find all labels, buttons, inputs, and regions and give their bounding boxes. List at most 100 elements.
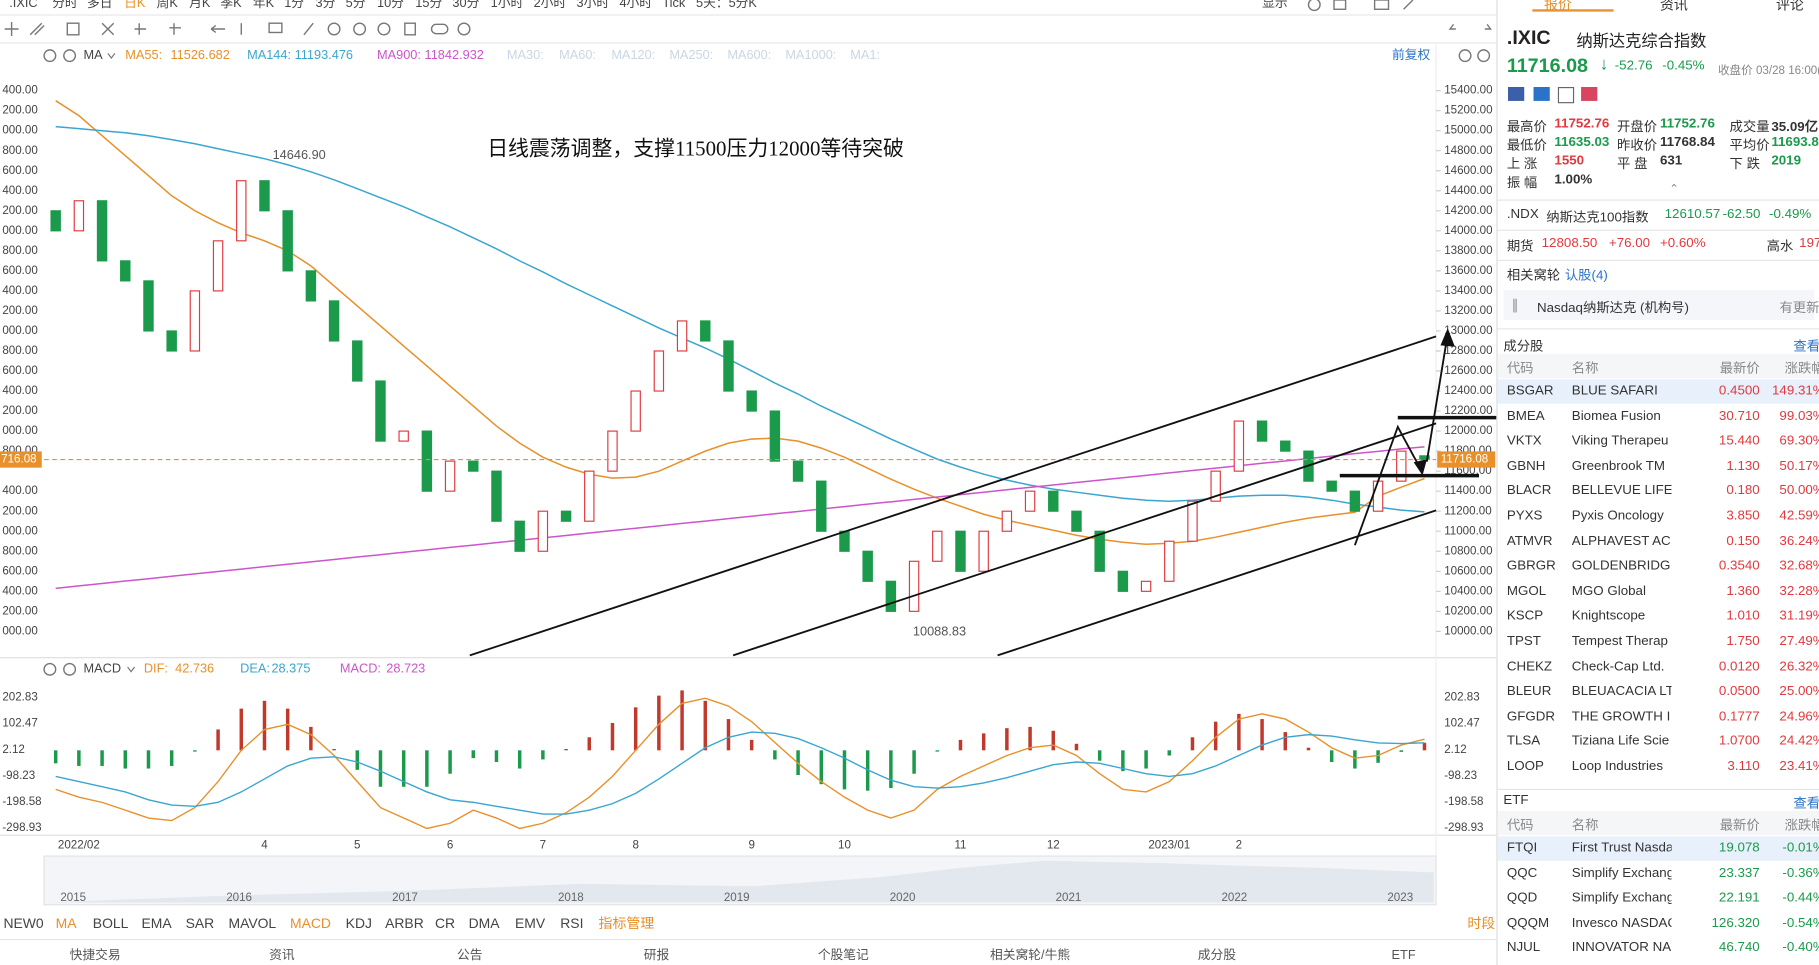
- nav-tab[interactable]: ETF: [1392, 947, 1416, 962]
- section-more[interactable]: 查看: [1793, 339, 1819, 354]
- layout-icon[interactable]: [1333, 0, 1347, 10]
- table-row[interactable]: ATMVR ALPHAVEST AC 0.150 36.24%: [1498, 530, 1819, 554]
- display-menu[interactable]: 显示: [1262, 0, 1288, 10]
- close-icon[interactable]: [63, 49, 77, 63]
- settings-icon[interactable]: [1307, 0, 1321, 12]
- inactive-ma[interactable]: MA600:: [727, 47, 771, 62]
- indicator-tab[interactable]: SAR: [186, 915, 215, 931]
- table-row[interactable]: FTQI First Trust Nasdaq 19.078 -0.01%: [1497, 836, 1819, 861]
- table-row[interactable]: BLACR BELLEVUE LIFE 0.180 50.00%: [1498, 480, 1819, 504]
- indicator-tab[interactable]: MA: [56, 915, 78, 931]
- table-row[interactable]: PYXS Pyxis Oncology 3.850 42.59%: [1498, 505, 1819, 529]
- period-tab[interactable]: 30分: [452, 0, 479, 10]
- period-tab[interactable]: 5天：5分K: [696, 0, 757, 10]
- toggle-icon[interactable]: [430, 23, 449, 35]
- nav-tab[interactable]: 快捷交易: [70, 947, 121, 962]
- inactive-ma[interactable]: MA250:: [669, 47, 713, 62]
- pen-icon[interactable]: [303, 22, 314, 36]
- panel-tab[interactable]: 资讯: [1659, 0, 1688, 13]
- period-tab[interactable]: 3分: [316, 0, 336, 10]
- favorite-icon[interactable]: [1581, 87, 1598, 101]
- indicator-tab[interactable]: RSI: [560, 915, 583, 931]
- nav-tab[interactable]: 成分股: [1198, 947, 1236, 962]
- delete-icon[interactable]: [404, 22, 416, 36]
- indicator-tab[interactable]: 指标管理: [599, 915, 655, 931]
- note-icon[interactable]: [1557, 87, 1575, 104]
- indicator-tab[interactable]: EMV: [515, 915, 546, 931]
- panel-tab[interactable]: 评论: [1775, 0, 1804, 13]
- period-tab[interactable]: 3小时: [577, 0, 610, 10]
- table-row[interactable]: GFGDR THE GROWTH I 0.1777 24.96%: [1498, 705, 1819, 729]
- indicator-name[interactable]: MACD: [84, 661, 122, 676]
- period-tab[interactable]: 周K: [157, 0, 179, 10]
- period-tab[interactable]: 1小时: [491, 0, 524, 10]
- table-row[interactable]: MGOL MGO Global 1.360 32.28%: [1498, 580, 1819, 604]
- period-tab[interactable]: 日K: [124, 0, 146, 10]
- table-row[interactable]: GBRGR GOLDENBRIDG 0.3540 32.68%: [1498, 555, 1819, 579]
- period-tab[interactable]: 分时: [52, 0, 78, 10]
- ndx-symbol[interactable]: .NDX: [1506, 207, 1539, 222]
- table-row[interactable]: LOOP Loop Industries 3.110 23.41%: [1498, 755, 1819, 779]
- period-tab[interactable]: 1分: [284, 0, 304, 10]
- undo-redo-icon[interactable]: [1448, 23, 1492, 30]
- app-icon[interactable]: [1533, 87, 1550, 101]
- shape-tool-icon[interactable]: [66, 22, 80, 36]
- period-tab[interactable]: 年K: [253, 0, 275, 10]
- indicator-tab[interactable]: KDJ: [346, 915, 372, 931]
- nav-tab[interactable]: 公告: [457, 947, 483, 962]
- inactive-ma[interactable]: MA1000:: [785, 47, 836, 62]
- lock-icon[interactable]: [353, 22, 367, 36]
- ndx-name[interactable]: 纳斯达克100指数: [1546, 211, 1649, 226]
- indicator-name[interactable]: MA: [84, 47, 104, 62]
- table-row[interactable]: CHEKZ Check-Cap Ltd. 0.0120 26.32%: [1498, 655, 1819, 679]
- period-tab[interactable]: 10分: [377, 0, 404, 10]
- inactive-ma[interactable]: MA120:: [611, 47, 655, 62]
- inactive-ma[interactable]: MA1:: [850, 47, 880, 62]
- nav-tab[interactable]: 研报: [644, 947, 670, 962]
- settings-icon[interactable]: [457, 22, 471, 36]
- period-button[interactable]: 时段: [1467, 915, 1495, 931]
- period-tab[interactable]: 多日: [87, 0, 113, 10]
- period-tab[interactable]: 5分: [346, 0, 366, 10]
- line-tool-icon[interactable]: [29, 22, 45, 36]
- draw-icon[interactable]: [1403, 0, 1414, 10]
- indicator-tab[interactable]: CR: [435, 915, 455, 931]
- nav-tab[interactable]: 个股笔记: [818, 947, 869, 962]
- magnet-icon[interactable]: [327, 22, 341, 36]
- indicator-tab[interactable]: NEW0: [3, 915, 43, 931]
- table-row[interactable]: GBNH Greenbrook TM 1.130 50.17%: [1498, 454, 1819, 478]
- arrow-tool-icon[interactable]: [210, 24, 226, 34]
- eye-icon[interactable]: [377, 22, 391, 36]
- camera-icon[interactable]: [1373, 0, 1390, 10]
- warrants-link[interactable]: 认股(4): [1564, 269, 1608, 284]
- note-tool-icon[interactable]: [268, 22, 283, 34]
- table-row[interactable]: VKTX Viking Therapeu 15.440 69.30%: [1498, 429, 1819, 453]
- indicator-tab[interactable]: BOLL: [93, 915, 129, 931]
- adjust-mode[interactable]: 前复权: [1392, 47, 1430, 62]
- fib-tool-icon[interactable]: [101, 22, 115, 36]
- period-tab[interactable]: 季K: [220, 0, 242, 10]
- indicator-tab[interactable]: ARBR: [385, 915, 424, 931]
- table-row[interactable]: TPST Tempest Therap 1.750 27.49%: [1498, 630, 1819, 654]
- crosshair-icon[interactable]: [4, 22, 19, 36]
- news-title[interactable]: Nasdaq纳斯达克 (机构号): [1537, 301, 1689, 316]
- panel-tab[interactable]: 报价: [1543, 0, 1572, 13]
- minimize-icon[interactable]: [1458, 49, 1472, 63]
- table-row[interactable]: QQC Simplify Exchange 23.337 -0.36%: [1498, 861, 1819, 885]
- collapse-icon[interactable]: ⌃: [1669, 183, 1679, 197]
- section-more[interactable]: 查看: [1793, 796, 1819, 811]
- indicator-tab[interactable]: MACD: [290, 915, 331, 931]
- indicator-tab[interactable]: MAVOL: [229, 915, 277, 931]
- close-icon[interactable]: [63, 662, 77, 676]
- table-row[interactable]: QQD Simplify Exchange 22.191 -0.44%: [1498, 886, 1819, 910]
- inactive-ma[interactable]: MA60:: [559, 47, 596, 62]
- table-row[interactable]: BMEA Biomea Fusion 30.710 99.03%: [1498, 404, 1819, 428]
- settings-icon[interactable]: [43, 49, 57, 63]
- nav-tab[interactable]: 资讯: [269, 947, 295, 962]
- period-tab[interactable]: Tick: [662, 0, 686, 10]
- expand-icon[interactable]: [1477, 49, 1491, 63]
- table-row[interactable]: QQQM Invesco NASDAQ 126.320 -0.54%: [1498, 912, 1819, 936]
- nav-tab[interactable]: 相关窝轮/牛熊: [990, 947, 1070, 962]
- table-row[interactable]: KSCP Knightscope 1.010 31.19%: [1498, 605, 1819, 629]
- table-row[interactable]: NJUL INNOVATOR NAS 46.740 -0.40%: [1498, 937, 1819, 961]
